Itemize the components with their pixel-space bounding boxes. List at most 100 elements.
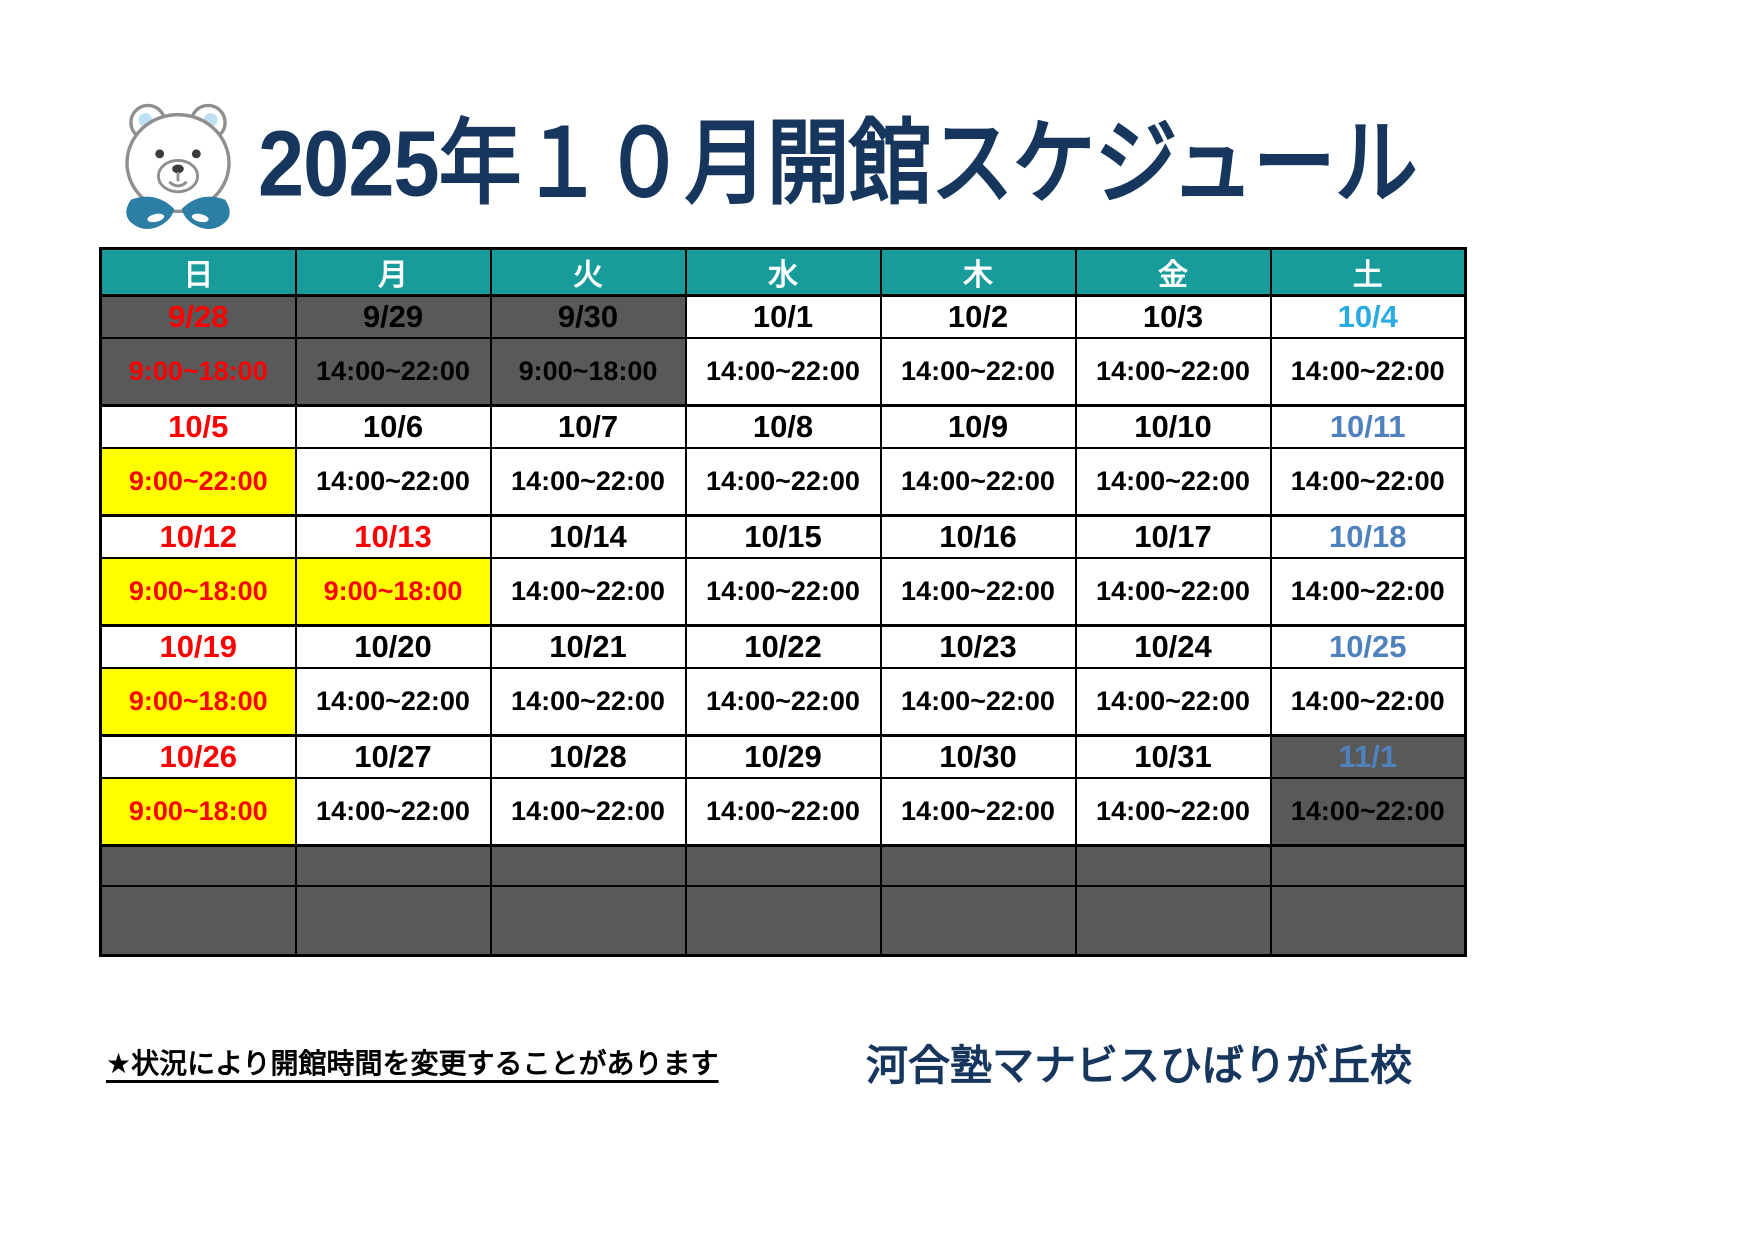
time-cell: 9:00~18:00 [294,556,492,627]
date-cell: 9/28 [99,294,297,338]
time-cell: 9:00~18:00 [489,336,687,407]
weekday-header-sun: 日 [99,247,297,297]
date-cell: 10/23 [879,624,1077,668]
date-cell: 10/30 [879,734,1077,778]
date-cell: 10/26 [99,734,297,778]
week5-date-row: 10/26 10/27 10/28 10/29 10/30 10/31 11/1 [99,734,1467,778]
time-cell: 14:00~22:00 [1074,556,1272,627]
time-cell: 14:00~22:00 [879,776,1077,847]
empty-row [99,844,1467,886]
date-cell: 10/9 [879,404,1077,448]
page-header: 2025年１０月開館スケジュール [112,88,1418,238]
time-cell: 14:00~22:00 [879,556,1077,627]
time-cell: 14:00~22:00 [294,776,492,847]
time-cell: 14:00~22:00 [879,666,1077,737]
empty-cell [684,884,882,957]
empty-cell [1074,884,1272,957]
week3-date-row: 10/12 10/13 10/14 10/15 10/16 10/17 10/1… [99,514,1467,558]
time-cell: 14:00~22:00 [1269,666,1467,737]
opening-schedule-table: 日 月 火 水 木 金 土 9/28 9/29 9/30 10/1 10/2 1… [99,247,1467,957]
date-cell: 10/5 [99,404,297,448]
empty-cell [294,844,492,886]
time-cell: 14:00~22:00 [1074,666,1272,737]
date-cell: 10/2 [879,294,1077,338]
date-cell: 11/1 [1269,734,1467,778]
week3-time-row: 9:00~18:00 9:00~18:00 14:00~22:00 14:00~… [99,556,1467,627]
date-cell: 10/14 [489,514,687,558]
date-cell: 10/28 [489,734,687,778]
weekday-header-sat: 土 [1269,247,1467,297]
time-cell: 14:00~22:00 [489,776,687,847]
empty-cell [99,884,297,957]
date-cell: 9/29 [294,294,492,338]
date-cell: 10/10 [1074,404,1272,448]
empty-cell [879,884,1077,957]
date-cell: 10/25 [1269,624,1467,668]
time-cell: 9:00~18:00 [99,556,297,627]
date-cell: 10/3 [1074,294,1272,338]
page-title: 2025年１０月開館スケジュール [258,110,1418,216]
week1-time-row: 9:00~18:00 14:00~22:00 9:00~18:00 14:00~… [99,336,1467,407]
weekday-header-thu: 木 [879,247,1077,297]
time-cell: 14:00~22:00 [1269,336,1467,407]
date-cell: 10/6 [294,404,492,448]
date-cell: 10/7 [489,404,687,448]
date-cell: 10/1 [684,294,882,338]
weekday-header-fri: 金 [1074,247,1272,297]
date-cell: 10/27 [294,734,492,778]
date-cell: 9/30 [489,294,687,338]
week5-time-row: 9:00~18:00 14:00~22:00 14:00~22:00 14:00… [99,776,1467,847]
empty-cell [294,884,492,957]
date-cell: 10/29 [684,734,882,778]
time-cell: 14:00~22:00 [489,556,687,627]
date-cell: 10/15 [684,514,882,558]
time-cell: 14:00~22:00 [1074,336,1272,407]
date-cell: 10/12 [99,514,297,558]
week2-date-row: 10/5 10/6 10/7 10/8 10/9 10/10 10/11 [99,404,1467,448]
time-cell: 14:00~22:00 [684,336,882,407]
date-cell: 10/8 [684,404,882,448]
date-cell: 10/22 [684,624,882,668]
time-cell: 9:00~18:00 [99,776,297,847]
week2-time-row: 9:00~22:00 14:00~22:00 14:00~22:00 14:00… [99,446,1467,517]
time-cell: 14:00~22:00 [1269,556,1467,627]
empty-cell [1269,884,1467,957]
time-cell: 14:00~22:00 [879,336,1077,407]
weekday-header-tue: 火 [489,247,687,297]
empty-cell [99,844,297,886]
week4-time-row: 9:00~18:00 14:00~22:00 14:00~22:00 14:00… [99,666,1467,737]
time-cell: 9:00~18:00 [99,336,297,407]
time-cell: 14:00~22:00 [684,446,882,517]
time-cell: 14:00~22:00 [879,446,1077,517]
time-cell: 14:00~22:00 [294,666,492,737]
time-cell: 14:00~22:00 [684,666,882,737]
time-cell: 14:00~22:00 [684,556,882,627]
empty-cell [879,844,1077,886]
time-cell: 14:00~22:00 [294,336,492,407]
date-cell: 10/31 [1074,734,1272,778]
empty-cell [489,884,687,957]
time-cell: 9:00~22:00 [99,446,297,517]
date-cell: 10/4 [1269,294,1467,338]
date-cell: 10/11 [1269,404,1467,448]
date-cell: 10/16 [879,514,1077,558]
date-cell: 10/13 [294,514,492,558]
time-cell: 14:00~22:00 [684,776,882,847]
empty-cell [489,844,687,886]
date-cell: 10/18 [1269,514,1467,558]
time-cell: 14:00~22:00 [1074,446,1272,517]
weekday-header-mon: 月 [294,247,492,297]
weekday-header-wed: 水 [684,247,882,297]
date-cell: 10/19 [99,624,297,668]
empty-cell [684,844,882,886]
date-cell: 10/21 [489,624,687,668]
time-cell: 14:00~22:00 [1269,776,1467,847]
empty-cell [1074,844,1272,886]
note-text: ★状況により開館時間を変更することがあります [106,1048,719,1079]
time-cell: 14:00~22:00 [1269,446,1467,517]
time-cell: 14:00~22:00 [1074,776,1272,847]
school-name: 河合塾マナビスひばりが丘校 [866,1042,1413,1089]
weekday-header-row: 日 月 火 水 木 金 土 [99,247,1467,297]
empty-cell [1269,844,1467,886]
